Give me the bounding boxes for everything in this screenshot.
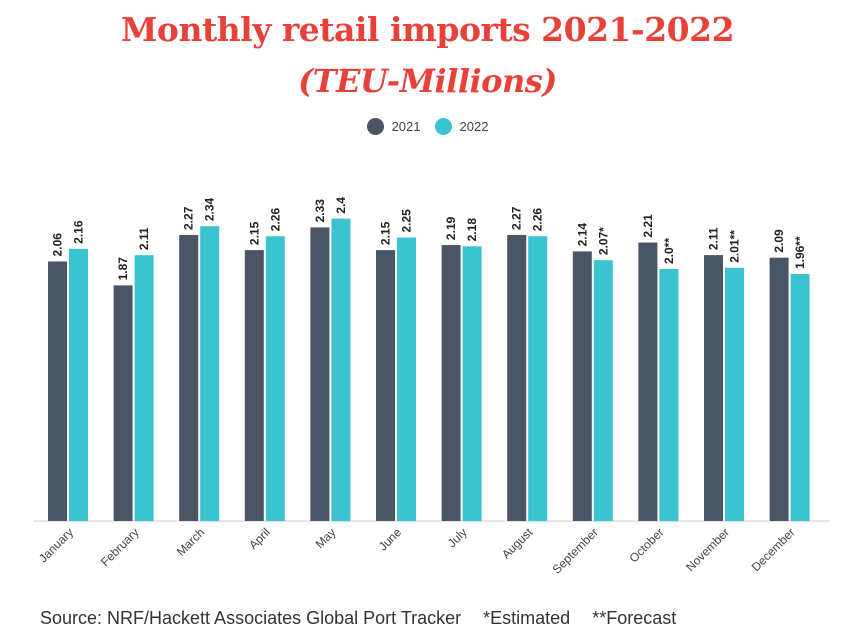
bar-2021-july (441, 245, 461, 521)
data-label-2022-october: 2.0** (662, 238, 676, 264)
data-label-2022-december: 1.96** (793, 236, 807, 269)
data-label-2021-february: 1.87 (116, 257, 130, 281)
bar-2022-may (331, 218, 351, 521)
data-label-2021-november: 2.11 (707, 227, 721, 250)
data-label-2021-december: 2.09 (772, 229, 786, 253)
bar-2022-january (69, 248, 88, 521)
data-label-2021-march: 2.27 (182, 206, 196, 230)
data-label-2022-august: 2.26 (531, 208, 545, 232)
x-tick-label-march: March (174, 525, 207, 558)
x-tick-label-may: May (313, 525, 339, 551)
legend-label-2022: 2022 (459, 119, 489, 134)
data-label-2022-january: 2.16 (72, 220, 86, 244)
legend-label-2021: 2021 (391, 119, 421, 134)
bar-2021-september (572, 251, 592, 522)
footer: Source: NRF/Hackett Associates Global Po… (40, 608, 698, 629)
bar-2021-october (638, 242, 658, 522)
x-tick-label-july: July (445, 525, 470, 550)
bar-2021-november (704, 255, 723, 521)
data-label-2021-may: 2.33 (313, 199, 327, 223)
data-label-2022-april: 2.26 (268, 208, 282, 232)
legend-swatch-2021 (366, 118, 384, 135)
chart-title: Monthly retail imports 2021-2022 (120, 10, 735, 49)
data-label-2021-april: 2.15 (247, 221, 261, 245)
bar-2021-december (769, 257, 789, 521)
data-label-2022-february: 2.11 (137, 227, 151, 250)
estimated-note: *Estimated (483, 608, 571, 628)
bar-2022-august (528, 236, 548, 522)
bar-2022-february (134, 255, 154, 521)
data-label-2021-july: 2.19 (444, 216, 458, 240)
x-tick-label-december: December (749, 525, 798, 574)
bar-2021-june (376, 250, 395, 521)
data-label-2021-october: 2.21 (641, 214, 655, 238)
bar-2022-july (462, 246, 482, 521)
bar-2022-june (397, 237, 416, 521)
chart-subtitle: (TEU-Millions) (298, 62, 557, 100)
data-label-2022-march: 2.34 (203, 197, 217, 221)
x-tick-label-june: June (376, 525, 405, 554)
x-tick-label-august: August (499, 525, 536, 562)
data-label-2021-january: 2.06 (51, 233, 65, 257)
data-label-2022-june: 2.25 (400, 209, 414, 233)
bar-chart: 2.06 2.16 January 1.87 2.11 February 2.27 2.34 M… (33, 197, 830, 577)
bar-2021-january (48, 261, 67, 521)
bar-2022-april (265, 236, 285, 522)
bar-2022-march (200, 226, 220, 521)
forecast-note: **Forecast (592, 608, 677, 628)
data-label-2021-september: 2.14 (575, 223, 589, 247)
x-tick-label-january: January (36, 525, 76, 565)
legend-item-2022: 2022 (434, 118, 489, 135)
legend-swatch-2022 (434, 118, 452, 135)
bar-2021-august (507, 234, 527, 522)
bar-2021-april (244, 250, 264, 521)
data-label-2022-may: 2.4 (334, 197, 348, 214)
x-tick-label-october: October (626, 525, 666, 565)
x-tick-label-february: February (98, 525, 142, 569)
bar-2022-december (790, 274, 810, 521)
bar-2022-november (725, 267, 744, 521)
bar-2021-may (310, 227, 330, 522)
legend-item-2021: 2021 (366, 118, 421, 135)
data-label-2021-june: 2.15 (379, 221, 393, 245)
x-tick-label-april: April (246, 525, 273, 552)
bar-2021-february (113, 285, 133, 521)
bar-2022-september (593, 260, 613, 521)
x-tick-label-september: September (550, 525, 601, 576)
bar-2021-march (179, 234, 199, 522)
data-label-2022-july: 2.18 (465, 218, 479, 242)
source-note: Source: NRF/Hackett Associates Global Po… (40, 608, 462, 628)
data-label-2022-september: 2.07* (596, 227, 610, 255)
x-tick-label-november: November (683, 525, 732, 574)
data-label-2021-august: 2.27 (510, 206, 524, 230)
data-label-2022-november: 2.01** (728, 230, 742, 263)
legend: 2021 2022 (0, 118, 855, 135)
bar-2022-october (659, 269, 679, 521)
